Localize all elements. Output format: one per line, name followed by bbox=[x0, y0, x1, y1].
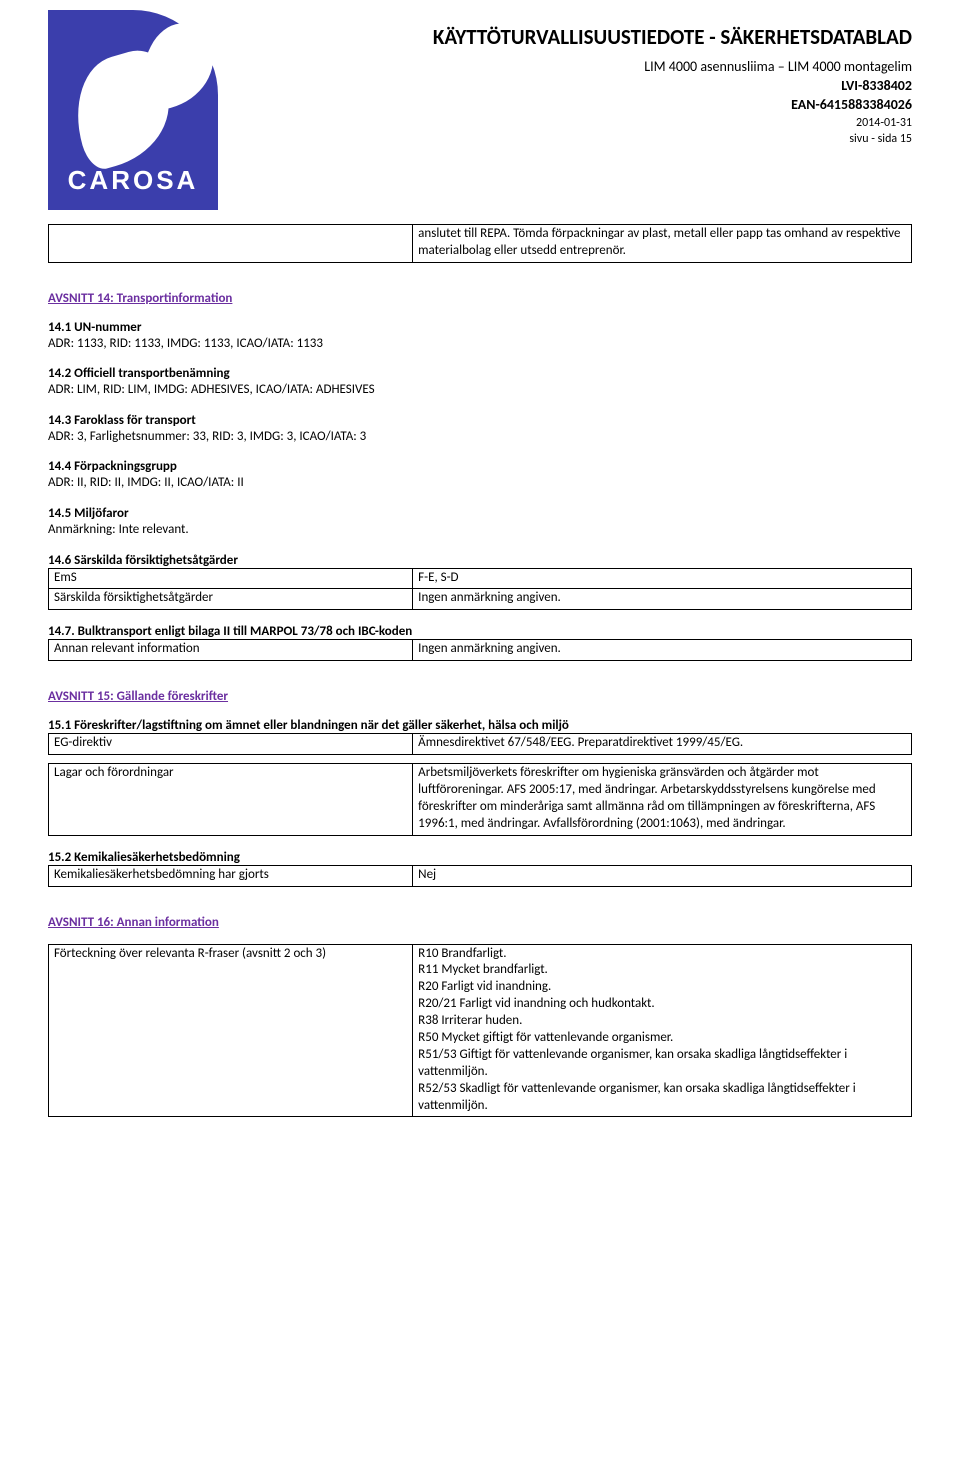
table-row: Förteckning över relevanta R-fraser (avs… bbox=[49, 944, 912, 1117]
table-14-7: Annan relevant information Ingen anmärkn… bbox=[48, 639, 912, 661]
sub-body: ADR: 3, Farlighetsnummer: 33, RID: 3, IM… bbox=[48, 428, 912, 446]
sub-14-6: 14.6 Särskilda försiktighetsåtgärder bbox=[48, 553, 912, 568]
sub-body: ADR: II, RID: II, IMDG: II, ICAO/IATA: I… bbox=[48, 474, 912, 492]
product-line: LIM 4000 asennusliima – LIM 4000 montage… bbox=[218, 58, 912, 77]
table-15-1a: EG-direktiv Ämnesdirektivet 67/548/EEG. … bbox=[48, 733, 912, 755]
table-row: Kemikaliesäkerhetsbedömning har gjorts N… bbox=[49, 865, 912, 886]
lvi-code: LVI-8338402 bbox=[218, 77, 912, 96]
sub-body: ADR: 1133, RID: 1133, IMDG: 1133, ICAO/I… bbox=[48, 335, 912, 353]
sub-head: 14.3 Faroklass för transport bbox=[48, 413, 912, 428]
logo: CAROSA bbox=[48, 10, 218, 210]
table-15-1b: Lagar och förordningar Arbetsmiljöverket… bbox=[48, 763, 912, 836]
page: CAROSA KÄYTTÖTURVALLISUUSTIEDOTE - SÄKER… bbox=[0, 0, 960, 1159]
sub-14-4: 14.4 Förpackningsgrupp ADR: II, RID: II,… bbox=[48, 459, 912, 492]
sub-14-7: 14.7. Bulktransport enligt bilaga II til… bbox=[48, 624, 912, 639]
section-14-title: AVSNITT 14: Transportinformation bbox=[48, 291, 912, 306]
cell-other-info-label: Annan relevant information bbox=[49, 640, 413, 661]
cell-eg-directive-label: EG-direktiv bbox=[49, 734, 413, 755]
table-row: Lagar och förordningar Arbetsmiljöverket… bbox=[49, 764, 912, 836]
cell-repa: anslutet till REPA. Tömda förpackningar … bbox=[413, 225, 912, 263]
cell-other-info-value: Ingen anmärkning angiven. bbox=[413, 640, 912, 661]
cell-rphrases-label: Förteckning över relevanta R-fraser (avs… bbox=[49, 944, 413, 1117]
cell-rphrases-value: R10 Brandfarligt. R11 Mycket brandfarlig… bbox=[413, 944, 912, 1117]
logo-text: CAROSA bbox=[48, 165, 218, 196]
ean-code: EAN-6415883384026 bbox=[218, 96, 912, 115]
sub-head: 14.2 Officiell transportbenämning bbox=[48, 366, 912, 381]
sub-14-3: 14.3 Faroklass för transport ADR: 3, Far… bbox=[48, 413, 912, 446]
cell-eg-directive-value: Ämnesdirektivet 67/548/EEG. Preparatdire… bbox=[413, 734, 912, 755]
doc-meta: LIM 4000 asennusliima – LIM 4000 montage… bbox=[218, 58, 912, 147]
doc-date: 2014-01-31 bbox=[218, 115, 912, 131]
cell-precautions-value: Ingen anmärkning angiven. bbox=[413, 589, 912, 610]
doc-title: KÄYTTÖTURVALLISUUSTIEDOTE - SÄKERHETSDAT… bbox=[218, 24, 912, 50]
sub-15-1: 15.1 Föreskrifter/lagstiftning om ämnet … bbox=[48, 718, 912, 733]
cell-ems-value: F-E, S-D bbox=[413, 568, 912, 589]
table-16: Förteckning över relevanta R-fraser (avs… bbox=[48, 944, 912, 1118]
sub-body: ADR: LIM, RID: LIM, IMDG: ADHESIVES, ICA… bbox=[48, 381, 912, 399]
cell-ems-label: EmS bbox=[49, 568, 413, 589]
sub-14-1: 14.1 UN-nummer ADR: 1133, RID: 1133, IMD… bbox=[48, 320, 912, 353]
table-row: Annan relevant information Ingen anmärkn… bbox=[49, 640, 912, 661]
sub-14-2: 14.2 Officiell transportbenämning ADR: L… bbox=[48, 366, 912, 399]
sub-head: 14.1 UN-nummer bbox=[48, 320, 912, 335]
sub-head: 15.1 Föreskrifter/lagstiftning om ämnet … bbox=[48, 718, 912, 733]
top-continuation-table: anslutet till REPA. Tömda förpackningar … bbox=[48, 224, 912, 263]
page-number: sivu - sida 15 bbox=[218, 131, 912, 147]
table-14-6: EmS F-E, S-D Särskilda försiktighetsåtgä… bbox=[48, 568, 912, 611]
sub-head: 15.2 Kemikaliesäkerhetsbedömning bbox=[48, 850, 912, 865]
sub-body: Anmärkning: Inte relevant. bbox=[48, 521, 912, 539]
cell-precautions-label: Särskilda försiktighetsåtgärder bbox=[49, 589, 413, 610]
cell-laws-value: Arbetsmiljöverkets föreskrifter om hygie… bbox=[413, 764, 912, 836]
sub-head: 14.5 Miljöfaror bbox=[48, 506, 912, 521]
sub-head: 14.7. Bulktransport enligt bilaga II til… bbox=[48, 624, 912, 639]
sub-15-2: 15.2 Kemikaliesäkerhetsbedömning bbox=[48, 850, 912, 865]
table-row: EG-direktiv Ämnesdirektivet 67/548/EEG. … bbox=[49, 734, 912, 755]
sub-head: 14.4 Förpackningsgrupp bbox=[48, 459, 912, 474]
sub-head: 14.6 Särskilda försiktighetsåtgärder bbox=[48, 553, 912, 568]
cell-csa-done-value: Nej bbox=[413, 865, 912, 886]
table-15-2: Kemikaliesäkerhetsbedömning har gjorts N… bbox=[48, 865, 912, 887]
table-row: Särskilda försiktighetsåtgärder Ingen an… bbox=[49, 589, 912, 610]
table-row: EmS F-E, S-D bbox=[49, 568, 912, 589]
table-row: anslutet till REPA. Tömda förpackningar … bbox=[49, 225, 912, 263]
cell-laws-label: Lagar och förordningar bbox=[49, 764, 413, 836]
cell-csa-done-label: Kemikaliesäkerhetsbedömning har gjorts bbox=[49, 865, 413, 886]
section-16-title: AVSNITT 16: Annan information bbox=[48, 915, 912, 930]
sub-14-5: 14.5 Miljöfaror Anmärkning: Inte relevan… bbox=[48, 506, 912, 539]
content: anslutet till REPA. Tömda förpackningar … bbox=[48, 224, 912, 1117]
cell-empty bbox=[49, 225, 413, 263]
section-15-title: AVSNITT 15: Gällande föreskrifter bbox=[48, 689, 912, 704]
header: CAROSA KÄYTTÖTURVALLISUUSTIEDOTE - SÄKER… bbox=[48, 0, 912, 210]
header-right: KÄYTTÖTURVALLISUUSTIEDOTE - SÄKERHETSDAT… bbox=[218, 10, 912, 147]
